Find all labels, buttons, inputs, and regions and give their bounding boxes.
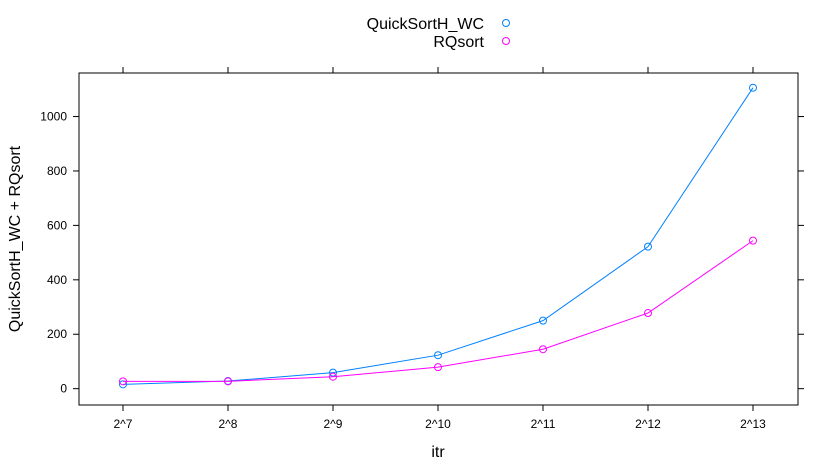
y-tick-label: 0 xyxy=(60,382,67,396)
legend-label: QuickSortH_WC xyxy=(367,16,484,33)
legend-marker xyxy=(502,37,510,45)
series-layer xyxy=(119,83,757,389)
x-tick-label: 2^8 xyxy=(219,417,238,431)
data-point-rqsort xyxy=(119,377,127,386)
axes: 2^7 2^8 2^9 2^10 2^11 2^12 2^13 0 200 400 600 800 10… xyxy=(40,67,804,431)
data-point-rqsort xyxy=(224,377,232,386)
data-point-rqsort xyxy=(749,236,757,245)
x-axis-title: itr xyxy=(431,444,445,461)
data-point-rqsort xyxy=(434,363,442,372)
y-tick-label: 200 xyxy=(47,327,67,341)
y-tick-label: 600 xyxy=(47,218,67,232)
data-point-quicksorth-wc xyxy=(329,368,337,377)
x-tick-label: 2^10 xyxy=(425,417,451,431)
data-point-quicksorth-wc xyxy=(119,380,127,389)
data-point-quicksorth-wc xyxy=(539,316,547,325)
y-tick-label: 400 xyxy=(47,273,67,287)
x-tick-label: 2^9 xyxy=(324,417,343,431)
series-line-rqsort xyxy=(123,240,754,382)
data-point-rqsort xyxy=(644,309,652,318)
legend-label: RQsort xyxy=(433,34,484,51)
legend-marker xyxy=(502,19,510,27)
x-tick-label: 2^13 xyxy=(740,417,766,431)
y-axis-title: QuickSortH_WC + RQsort xyxy=(7,145,24,332)
x-tick-label: 2^11 xyxy=(531,417,556,431)
data-point-quicksorth-wc xyxy=(749,83,757,92)
y-tick-label: 1000 xyxy=(40,110,67,124)
data-point-quicksorth-wc xyxy=(644,242,652,251)
data-point-quicksorth-wc xyxy=(434,351,442,360)
x-tick-label: 2^7 xyxy=(114,417,133,431)
series-line-quicksorth-wc xyxy=(122,87,754,385)
x-tick-label: 2^12 xyxy=(635,417,661,431)
data-point-rqsort xyxy=(329,372,337,381)
data-point-rqsort xyxy=(539,345,547,354)
y-tick-label: 800 xyxy=(47,164,67,178)
